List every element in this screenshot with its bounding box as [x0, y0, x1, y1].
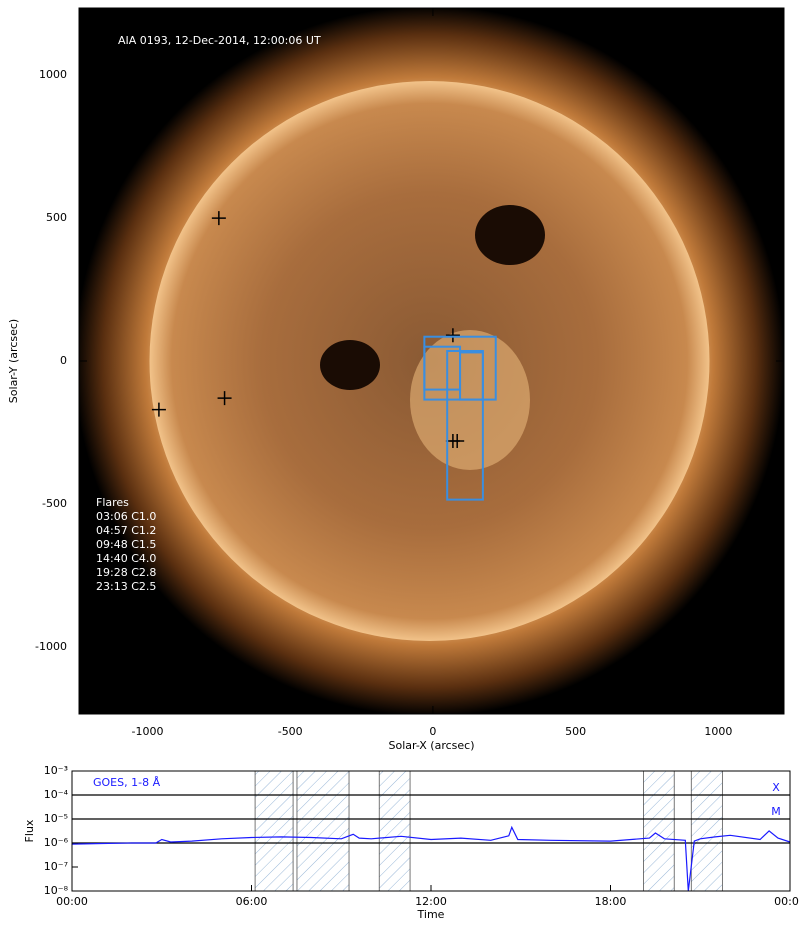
- flare-marker: [450, 434, 465, 449]
- x-tick-label: -1000: [132, 725, 164, 738]
- y-tick-label: -1000: [35, 640, 67, 653]
- flare-interval: [690, 770, 723, 892]
- y-tick-label: -500: [42, 497, 67, 510]
- solar-image: [79, 8, 784, 714]
- flare-marker: [211, 211, 226, 226]
- fov-box: [459, 351, 484, 401]
- x-tick-label: 06:00: [236, 895, 268, 908]
- flare-marker: [151, 402, 166, 417]
- x-axis-label: Time: [417, 908, 445, 921]
- y-axis-label: Flux: [23, 819, 36, 842]
- x-tick-label: 1000: [704, 725, 732, 738]
- flare-marker: [217, 391, 232, 406]
- x-tick-label: 18:00: [595, 895, 627, 908]
- x-tick-label: 00:00: [774, 895, 799, 908]
- flare-entry: 04:57 C1.2: [96, 524, 156, 537]
- coronal-hole: [320, 340, 380, 390]
- y-tick-label: 10⁻⁷: [44, 860, 68, 873]
- flare-entry: 14:40 C4.0: [96, 552, 156, 565]
- y-tick-label: 0: [60, 354, 67, 367]
- flare-entry: 09:48 C1.5: [96, 538, 156, 551]
- y-tick-label: 1000: [39, 68, 67, 81]
- x-tick-label: 12:00: [415, 895, 447, 908]
- y-tick-label: 10⁻⁶: [44, 836, 69, 849]
- image-title: AIA 0193, 12-Dec-2014, 12:00:06 UT: [118, 34, 321, 47]
- y-tick-label: 500: [46, 211, 67, 224]
- flux-line: [71, 825, 791, 892]
- y-tick-label: 10⁻⁴: [44, 788, 69, 801]
- class-label: X: [772, 781, 780, 794]
- x-tick-label: -500: [278, 725, 303, 738]
- fov-box: [446, 349, 484, 501]
- y-axis-label: Solar-Y (arcsec): [7, 319, 20, 403]
- plot-frame: [71, 770, 791, 892]
- flare-marker: [445, 328, 460, 343]
- class-label: M: [771, 805, 781, 818]
- legend-title: Flares: [96, 496, 129, 509]
- flare-entry: 23:13 C2.5: [96, 580, 156, 593]
- flare-entry: 19:28 C2.8: [96, 566, 156, 579]
- flare-interval: [254, 770, 294, 892]
- flare-interval: [296, 770, 350, 892]
- x-tick-label: 00:00: [56, 895, 88, 908]
- flare-interval: [643, 770, 675, 892]
- flare-entry: 03:06 C1.0: [96, 510, 156, 523]
- x-axis-label: Solar-X (arcsec): [389, 739, 475, 752]
- legend-entry: GOES, 1-8 Å: [93, 776, 161, 789]
- coronal-hole: [475, 205, 545, 265]
- y-tick-label: 10⁻³: [44, 764, 68, 777]
- x-tick-label: 500: [565, 725, 586, 738]
- y-tick-label: 10⁻⁵: [44, 812, 68, 825]
- y-tick-label: 10⁻⁸: [44, 884, 69, 897]
- x-tick-label: 0: [429, 725, 436, 738]
- flare-interval: [378, 770, 411, 892]
